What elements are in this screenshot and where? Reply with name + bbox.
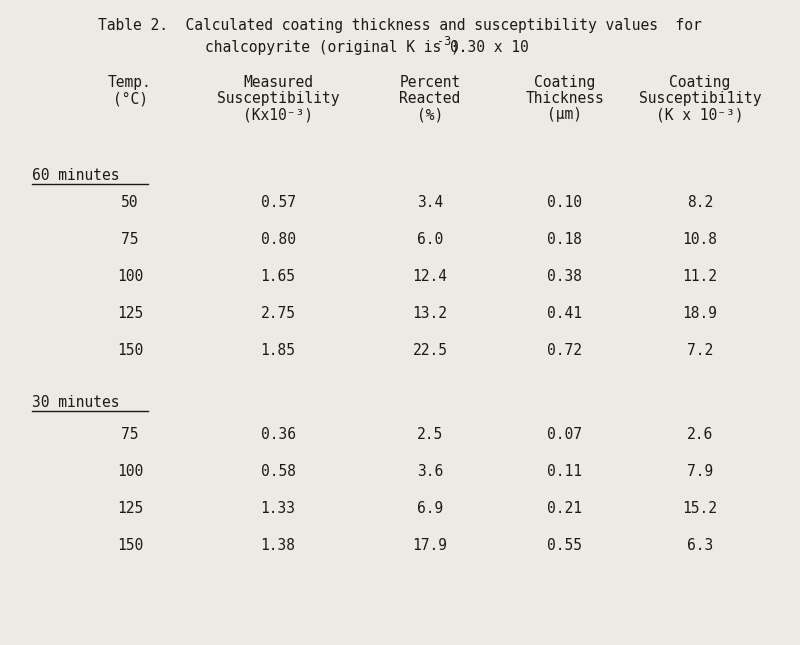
Text: 1.33: 1.33 — [261, 501, 295, 516]
Text: ).: ). — [451, 40, 469, 55]
Text: 2.75: 2.75 — [261, 306, 295, 321]
Text: 100: 100 — [117, 269, 143, 284]
Text: 12.4: 12.4 — [413, 269, 447, 284]
Text: 50: 50 — [122, 195, 138, 210]
Text: 6.3: 6.3 — [687, 538, 713, 553]
Text: 10.8: 10.8 — [682, 232, 718, 247]
Text: 100: 100 — [117, 464, 143, 479]
Text: 60 minutes: 60 minutes — [32, 168, 119, 183]
Text: 0.07: 0.07 — [547, 427, 582, 442]
Text: 6.0: 6.0 — [417, 232, 443, 247]
Text: 0.57: 0.57 — [261, 195, 295, 210]
Text: Measured: Measured — [243, 75, 313, 90]
Text: 11.2: 11.2 — [682, 269, 718, 284]
Text: 2.5: 2.5 — [417, 427, 443, 442]
Text: Temp.: Temp. — [108, 75, 152, 90]
Text: 150: 150 — [117, 343, 143, 358]
Text: Reacted: Reacted — [399, 91, 461, 106]
Text: 0.72: 0.72 — [547, 343, 582, 358]
Text: 13.2: 13.2 — [413, 306, 447, 321]
Text: 0.18: 0.18 — [547, 232, 582, 247]
Text: 1.38: 1.38 — [261, 538, 295, 553]
Text: (μm): (μm) — [547, 107, 582, 122]
Text: Table 2.  Calculated coating thickness and susceptibility values  for: Table 2. Calculated coating thickness an… — [98, 18, 702, 33]
Text: 2.6: 2.6 — [687, 427, 713, 442]
Text: 0.11: 0.11 — [547, 464, 582, 479]
Text: 0.58: 0.58 — [261, 464, 295, 479]
Text: 0.55: 0.55 — [547, 538, 582, 553]
Text: 0.38: 0.38 — [547, 269, 582, 284]
Text: 0.80: 0.80 — [261, 232, 295, 247]
Text: Susceptibi1ity: Susceptibi1ity — [638, 91, 762, 106]
Text: (%): (%) — [417, 107, 443, 122]
Text: (°C): (°C) — [113, 91, 147, 106]
Text: 0.41: 0.41 — [547, 306, 582, 321]
Text: 150: 150 — [117, 538, 143, 553]
Text: 15.2: 15.2 — [682, 501, 718, 516]
Text: 3.4: 3.4 — [417, 195, 443, 210]
Text: 0.21: 0.21 — [547, 501, 582, 516]
Text: 8.2: 8.2 — [687, 195, 713, 210]
Text: chalcopyrite (original K is 0.30 x 10: chalcopyrite (original K is 0.30 x 10 — [205, 40, 529, 55]
Text: 18.9: 18.9 — [682, 306, 718, 321]
Text: Coating: Coating — [670, 75, 730, 90]
Text: Thickness: Thickness — [526, 91, 604, 106]
Text: (Kx10⁻³): (Kx10⁻³) — [243, 107, 313, 122]
Text: 7.9: 7.9 — [687, 464, 713, 479]
Text: 17.9: 17.9 — [413, 538, 447, 553]
Text: 7.2: 7.2 — [687, 343, 713, 358]
Text: 30 minutes: 30 minutes — [32, 395, 119, 410]
Text: 75: 75 — [122, 427, 138, 442]
Text: 0.10: 0.10 — [547, 195, 582, 210]
Text: 3.6: 3.6 — [417, 464, 443, 479]
Text: 6.9: 6.9 — [417, 501, 443, 516]
Text: 125: 125 — [117, 501, 143, 516]
Text: (K x 10⁻³): (K x 10⁻³) — [656, 107, 744, 122]
Text: 1.85: 1.85 — [261, 343, 295, 358]
Text: 0.36: 0.36 — [261, 427, 295, 442]
Text: Coating: Coating — [534, 75, 596, 90]
Text: Percent: Percent — [399, 75, 461, 90]
Text: 125: 125 — [117, 306, 143, 321]
Text: Susceptibility: Susceptibility — [217, 91, 339, 106]
Text: 1.65: 1.65 — [261, 269, 295, 284]
Text: -3: -3 — [437, 35, 451, 48]
Text: 75: 75 — [122, 232, 138, 247]
Text: 22.5: 22.5 — [413, 343, 447, 358]
